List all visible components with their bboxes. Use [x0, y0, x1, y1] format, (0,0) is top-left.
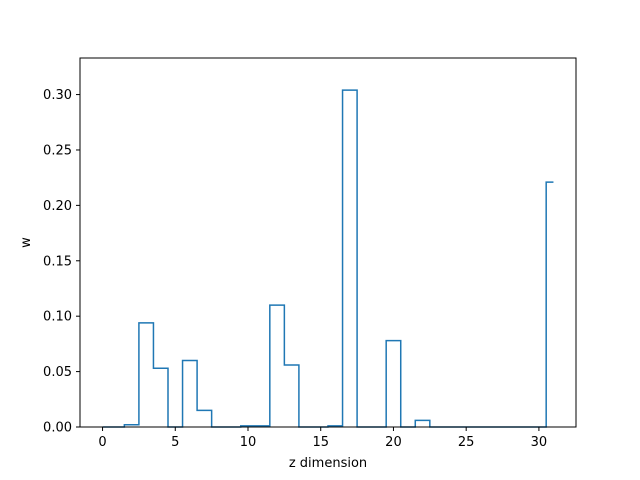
x-tick-label: 0 [98, 435, 106, 450]
y-tick-label: 0.10 [43, 310, 72, 325]
y-tick-label: 0.30 [43, 88, 72, 103]
plot-area [102, 89, 554, 428]
x-axis: 0 5 10 15 20 25 30 [98, 427, 547, 450]
x-tick-label: 15 [312, 435, 329, 450]
y-axis: 0.00 0.05 0.10 0.15 0.20 0.25 0.30 [43, 88, 80, 436]
series-0-step-line [102, 89, 554, 428]
axes-frame [79, 57, 577, 428]
x-tick-label: 30 [531, 435, 548, 450]
y-tick-label: 0.20 [43, 199, 72, 214]
y-tick-label: 0.00 [43, 421, 72, 436]
y-axis-label: w [19, 237, 34, 248]
y-tick-label: 0.15 [43, 254, 72, 269]
y-tick-label: 0.05 [43, 365, 72, 380]
x-tick-label: 5 [171, 435, 179, 450]
y-tick-label: 0.25 [43, 143, 72, 158]
x-tick-label: 20 [385, 435, 402, 450]
x-tick-label: 10 [240, 435, 257, 450]
x-tick-label: 25 [458, 435, 475, 450]
x-axis-label: z dimension [289, 456, 367, 471]
